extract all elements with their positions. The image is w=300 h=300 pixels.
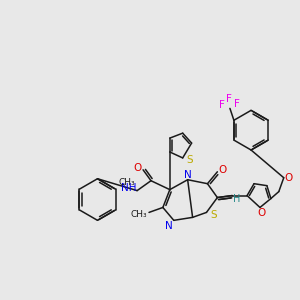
- Text: S: S: [210, 210, 217, 220]
- Text: NH: NH: [122, 183, 137, 193]
- Text: N: N: [184, 170, 191, 180]
- Text: F: F: [219, 100, 225, 110]
- Text: O: O: [258, 208, 266, 218]
- Text: CH₃: CH₃: [118, 178, 135, 187]
- Text: O: O: [285, 173, 293, 183]
- Text: H: H: [233, 194, 241, 203]
- Text: F: F: [234, 99, 240, 110]
- Text: F: F: [226, 94, 232, 104]
- Text: CH₃: CH₃: [131, 210, 147, 219]
- Text: O: O: [133, 163, 141, 173]
- Text: N: N: [165, 221, 173, 231]
- Text: S: S: [186, 155, 193, 165]
- Text: O: O: [218, 165, 226, 175]
